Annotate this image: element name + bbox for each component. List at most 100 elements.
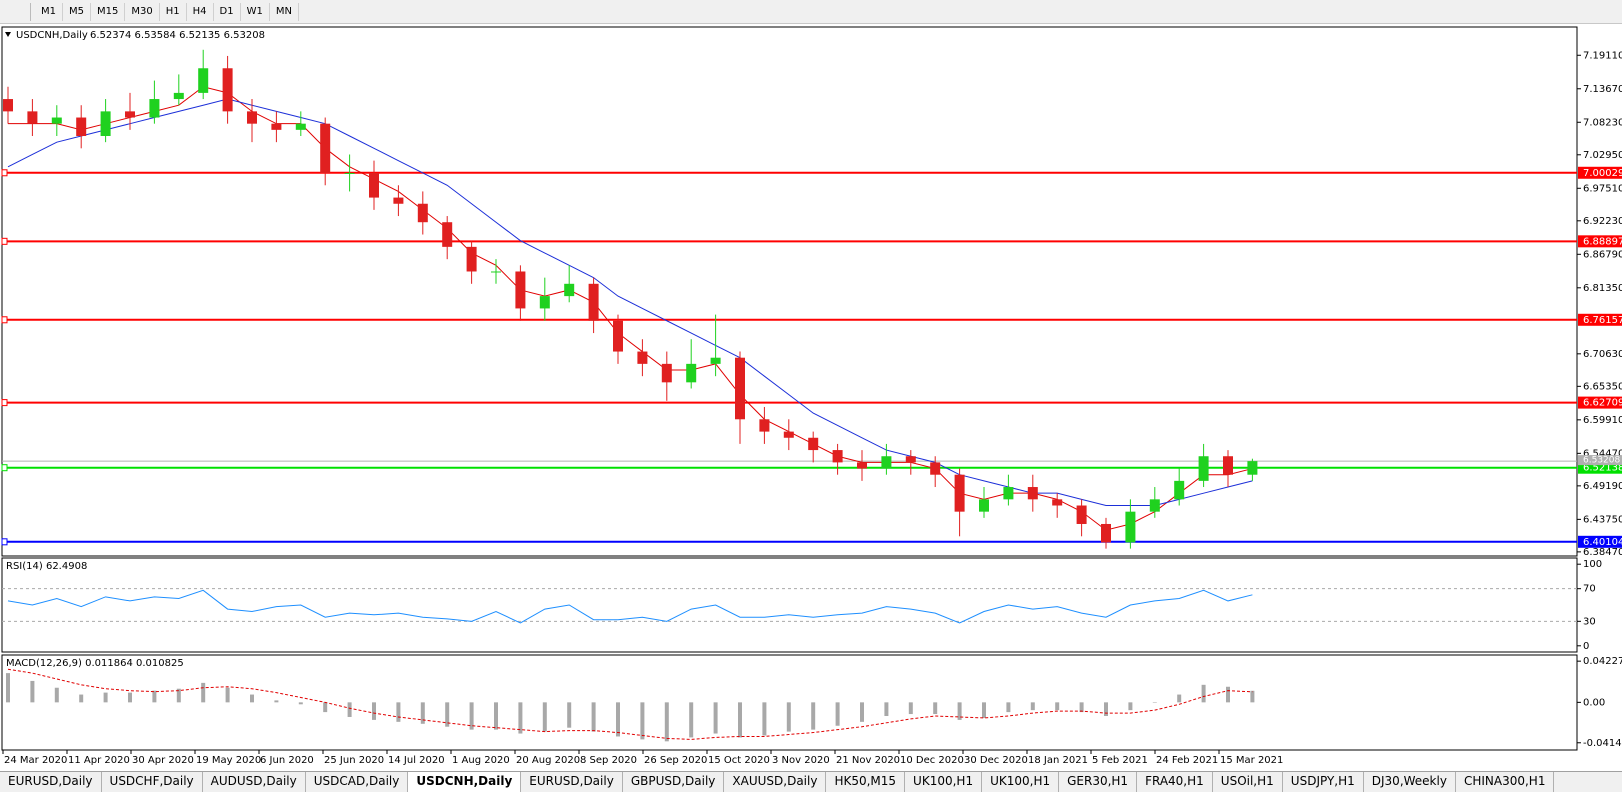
macd-bar bbox=[835, 702, 840, 726]
x-tick-label: 1 Aug 2020 bbox=[452, 755, 510, 766]
chart-tab[interactable]: EURUSD,Daily bbox=[521, 772, 623, 792]
candle-body bbox=[1101, 523, 1111, 543]
chart-tab[interactable]: USOil,H1 bbox=[1213, 772, 1283, 792]
macd-bar bbox=[298, 702, 303, 705]
chart-tab[interactable]: AUDUSD,Daily bbox=[203, 772, 306, 792]
macd-bar bbox=[542, 702, 547, 732]
x-tick-label: 18 Jan 2021 bbox=[1028, 755, 1088, 766]
candle-body bbox=[100, 111, 111, 137]
candle-body bbox=[1174, 480, 1185, 500]
macd-bar bbox=[567, 702, 572, 728]
timeframe-button[interactable]: H1 bbox=[160, 2, 187, 21]
candle-body bbox=[905, 456, 916, 463]
macd-bar bbox=[811, 702, 816, 730]
level-label-box bbox=[1578, 166, 1622, 179]
menu-arrow bbox=[5, 32, 11, 37]
y-tick-label: 7.19110 bbox=[1583, 50, 1622, 61]
macd-bar bbox=[6, 673, 10, 703]
candle-body bbox=[271, 123, 282, 130]
macd-bar bbox=[1079, 702, 1084, 713]
candle-body bbox=[637, 351, 648, 364]
candle-body bbox=[1198, 456, 1209, 481]
candle-body bbox=[320, 123, 331, 173]
y-tick-label: 7.13670 bbox=[1583, 84, 1622, 95]
candle-body bbox=[832, 450, 843, 463]
macd-bar bbox=[494, 702, 498, 730]
level-marker bbox=[1, 316, 8, 324]
current-price-box bbox=[1578, 455, 1622, 466]
candle-body bbox=[369, 172, 379, 198]
chart-tab[interactable]: XAUUSD,Daily bbox=[724, 772, 827, 792]
macd-bar bbox=[957, 702, 962, 720]
x-tick-label: 11 Apr 2020 bbox=[68, 755, 130, 766]
timeframe-button[interactable]: M1 bbox=[35, 2, 63, 21]
chart-tab[interactable]: HK50,M15 bbox=[826, 772, 906, 792]
chart-tab[interactable]: USDCHF,Daily bbox=[102, 772, 203, 792]
timeframe-button[interactable]: D1 bbox=[214, 2, 241, 21]
y-tick-label: -0.04148 bbox=[1583, 738, 1622, 749]
toolbar-icon[interactable] bbox=[0, 2, 31, 21]
candle-body bbox=[76, 117, 87, 137]
candle-body bbox=[198, 68, 209, 93]
macd-bar bbox=[420, 702, 425, 724]
macd-bar bbox=[1030, 702, 1035, 711]
chart-tab[interactable]: CHINA300,H1 bbox=[1456, 772, 1555, 792]
chart-tab[interactable]: GER30,H1 bbox=[1059, 772, 1138, 792]
chart-tab[interactable]: GBPUSD,Daily bbox=[623, 772, 725, 792]
level-marker bbox=[1, 169, 8, 177]
candle-body bbox=[1076, 505, 1087, 524]
chart-tab[interactable]: FRA40,H1 bbox=[1137, 772, 1213, 792]
candle-body bbox=[247, 111, 257, 124]
candle-body bbox=[808, 437, 819, 451]
quote: 6.52374 6.53584 6.52135 6.53208 bbox=[90, 30, 265, 41]
candle-body bbox=[149, 99, 160, 118]
candle-body bbox=[686, 363, 697, 383]
x-tick-label: 19 May 2020 bbox=[196, 755, 261, 766]
timeframe-button[interactable]: MN bbox=[270, 2, 299, 21]
y-tick-label: 70 bbox=[1583, 584, 1596, 595]
timeframe-button[interactable]: H4 bbox=[187, 2, 214, 21]
chart-tab[interactable]: EURUSD,Daily bbox=[0, 772, 102, 792]
y-tick-label: 6.38470 bbox=[1583, 547, 1622, 558]
y-tick-label: 6.54470 bbox=[1583, 448, 1622, 459]
candle-body bbox=[735, 357, 745, 420]
macd-bar bbox=[152, 690, 157, 703]
candle-body bbox=[1125, 511, 1136, 543]
chart-tabs: EURUSD,Daily USDCHF,Daily AUDUSD,Daily USDC… bbox=[0, 771, 1622, 792]
candle-body bbox=[27, 111, 38, 124]
chart-tab[interactable]: DJ30,Weekly bbox=[1364, 772, 1456, 792]
chart-tab[interactable]: UK100,H1 bbox=[905, 772, 983, 792]
chart-tab[interactable]: USDCNH,Daily bbox=[408, 772, 522, 792]
y-tick-label: 6.59910 bbox=[1583, 415, 1622, 426]
macd-bar bbox=[103, 692, 108, 703]
candle-body bbox=[564, 283, 575, 297]
candle-body bbox=[979, 499, 989, 512]
y-tick-label: 6.70630 bbox=[1583, 349, 1622, 360]
chart-tab[interactable]: USDCAD,Daily bbox=[306, 772, 409, 792]
macd-bar bbox=[225, 687, 230, 703]
candle-body bbox=[857, 462, 867, 469]
macd-bar bbox=[1006, 702, 1011, 713]
candle-body bbox=[1052, 499, 1063, 506]
level-label: 6.76157 bbox=[1583, 315, 1622, 326]
timeframe-button[interactable]: M30 bbox=[125, 2, 160, 21]
timeframe-button[interactable]: M5 bbox=[63, 2, 91, 21]
x-tick-label: 3 Nov 2020 bbox=[772, 755, 830, 766]
macd-bar bbox=[591, 702, 596, 732]
candle-body bbox=[3, 99, 13, 112]
chart-tab[interactable]: USDJPY,H1 bbox=[1283, 772, 1364, 792]
macd-bar bbox=[689, 702, 694, 738]
macd-bar bbox=[713, 702, 718, 734]
macd-bar bbox=[250, 694, 254, 703]
chart-tab[interactable]: UK100,H1 bbox=[982, 772, 1060, 792]
timeframe-button[interactable]: M15 bbox=[91, 2, 126, 21]
x-tick-label: 25 Jun 2020 bbox=[324, 755, 384, 766]
candle-body bbox=[442, 222, 453, 247]
macd-bar bbox=[30, 680, 35, 703]
y-tick-label: 100 bbox=[1583, 559, 1602, 570]
macd-bar bbox=[1055, 702, 1060, 711]
timeframe-button[interactable]: W1 bbox=[241, 2, 270, 21]
level-label: 6.88897 bbox=[1583, 236, 1622, 247]
macd-bar bbox=[201, 682, 206, 703]
